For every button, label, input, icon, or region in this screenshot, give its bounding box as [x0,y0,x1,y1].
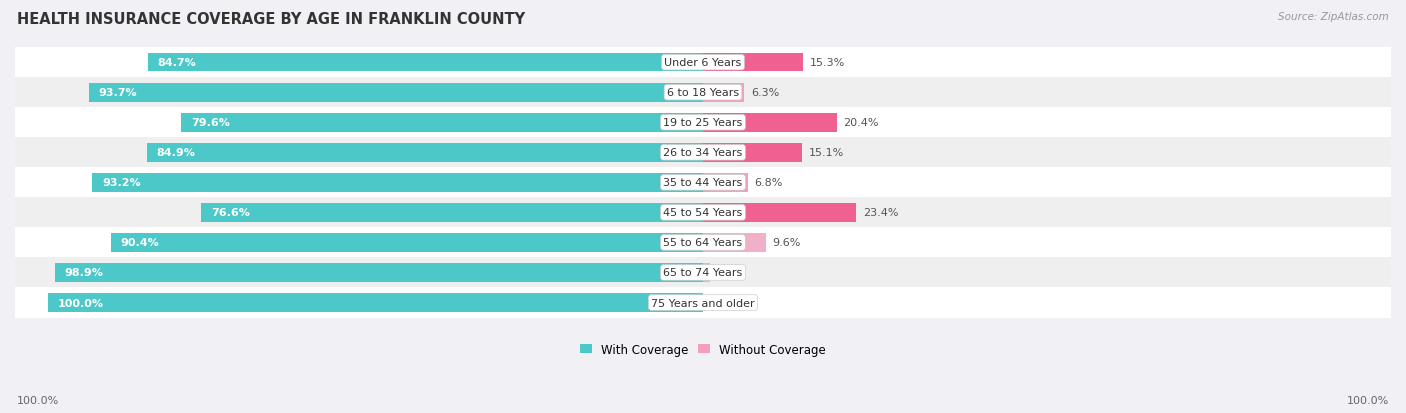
Bar [703,144,801,162]
Bar [703,204,856,222]
Text: 100.0%: 100.0% [17,395,59,405]
Text: 84.7%: 84.7% [157,58,197,68]
FancyBboxPatch shape [15,228,1391,258]
FancyBboxPatch shape [15,48,1391,78]
Text: 6.3%: 6.3% [751,88,779,98]
Bar [703,173,748,192]
Bar [201,204,703,222]
Bar [148,54,703,72]
Legend: With Coverage, Without Coverage: With Coverage, Without Coverage [575,338,831,361]
FancyBboxPatch shape [15,168,1391,198]
Text: 84.9%: 84.9% [156,148,195,158]
FancyBboxPatch shape [15,258,1391,288]
Bar [111,233,703,252]
Text: 55 to 64 Years: 55 to 64 Years [664,238,742,248]
Bar [48,294,703,312]
Text: 65 to 74 Years: 65 to 74 Years [664,268,742,278]
Text: 6.8%: 6.8% [754,178,783,188]
Text: 79.6%: 79.6% [191,118,231,128]
Text: 76.6%: 76.6% [211,208,250,218]
FancyBboxPatch shape [15,138,1391,168]
Bar [703,84,744,102]
Bar [703,233,766,252]
Text: 45 to 54 Years: 45 to 54 Years [664,208,742,218]
Bar [703,54,803,72]
Bar [55,263,703,282]
Text: Source: ZipAtlas.com: Source: ZipAtlas.com [1278,12,1389,22]
Bar [93,173,703,192]
Text: 23.4%: 23.4% [863,208,898,218]
Text: 1.1%: 1.1% [717,268,745,278]
Text: 93.7%: 93.7% [98,88,138,98]
FancyBboxPatch shape [15,288,1391,318]
Text: Under 6 Years: Under 6 Years [665,58,741,68]
Text: 100.0%: 100.0% [58,298,104,308]
Text: 93.2%: 93.2% [103,178,141,188]
Text: 19 to 25 Years: 19 to 25 Years [664,118,742,128]
Bar [181,114,703,132]
Text: 9.6%: 9.6% [772,238,801,248]
Text: HEALTH INSURANCE COVERAGE BY AGE IN FRANKLIN COUNTY: HEALTH INSURANCE COVERAGE BY AGE IN FRAN… [17,12,524,27]
Bar [89,84,703,102]
Text: 90.4%: 90.4% [121,238,159,248]
Text: 35 to 44 Years: 35 to 44 Years [664,178,742,188]
FancyBboxPatch shape [15,78,1391,108]
Bar [703,114,837,132]
Text: 15.1%: 15.1% [808,148,844,158]
Bar [703,263,710,282]
Text: 100.0%: 100.0% [1347,395,1389,405]
Text: 75 Years and older: 75 Years and older [651,298,755,308]
Bar [146,144,703,162]
Text: 20.4%: 20.4% [844,118,879,128]
Text: 0.0%: 0.0% [710,298,738,308]
FancyBboxPatch shape [15,198,1391,228]
Text: 15.3%: 15.3% [810,58,845,68]
Text: 98.9%: 98.9% [65,268,104,278]
FancyBboxPatch shape [15,108,1391,138]
Text: 26 to 34 Years: 26 to 34 Years [664,148,742,158]
Text: 6 to 18 Years: 6 to 18 Years [666,88,740,98]
